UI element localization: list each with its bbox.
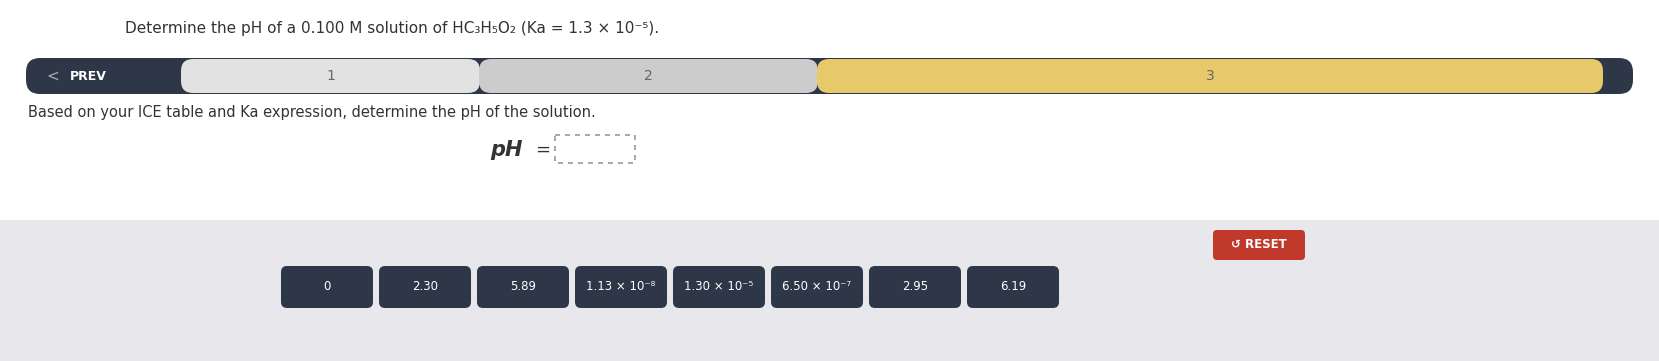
- FancyBboxPatch shape: [674, 266, 765, 308]
- Text: Determine the pH of a 0.100 M solution of HC₃H₅O₂ (Ka = 1.3 × 10⁻⁵).: Determine the pH of a 0.100 M solution o…: [124, 21, 659, 35]
- Text: pH: pH: [489, 140, 523, 160]
- FancyBboxPatch shape: [1213, 230, 1306, 260]
- Text: 3: 3: [1206, 69, 1214, 83]
- Text: 0: 0: [324, 280, 330, 293]
- FancyBboxPatch shape: [479, 59, 818, 93]
- Text: PREV: PREV: [70, 70, 106, 83]
- Text: <: <: [46, 69, 58, 83]
- Text: 5.89: 5.89: [509, 280, 536, 293]
- FancyBboxPatch shape: [816, 59, 1603, 93]
- FancyBboxPatch shape: [478, 266, 569, 308]
- FancyBboxPatch shape: [771, 266, 863, 308]
- FancyBboxPatch shape: [378, 266, 471, 308]
- FancyBboxPatch shape: [280, 266, 373, 308]
- Text: 2.95: 2.95: [902, 280, 927, 293]
- FancyBboxPatch shape: [967, 266, 1058, 308]
- Text: Based on your ICE table and Ka expression, determine the pH of the solution.: Based on your ICE table and Ka expressio…: [28, 105, 596, 121]
- Text: 2.30: 2.30: [411, 280, 438, 293]
- Bar: [0, 220, 1659, 361]
- FancyBboxPatch shape: [576, 266, 667, 308]
- FancyBboxPatch shape: [869, 266, 961, 308]
- Text: ↺ RESET: ↺ RESET: [1231, 239, 1287, 252]
- Text: 2: 2: [644, 69, 654, 83]
- Text: 6.19: 6.19: [1000, 280, 1027, 293]
- Text: 1: 1: [327, 69, 335, 83]
- FancyBboxPatch shape: [27, 58, 1632, 94]
- Text: 6.50 × 10⁻⁷: 6.50 × 10⁻⁷: [783, 280, 851, 293]
- Bar: [556, 135, 635, 163]
- Text: =: =: [534, 141, 551, 159]
- FancyBboxPatch shape: [181, 59, 479, 93]
- Text: 1.13 × 10⁻⁸: 1.13 × 10⁻⁸: [586, 280, 655, 293]
- Text: 1.30 × 10⁻⁵: 1.30 × 10⁻⁵: [685, 280, 753, 293]
